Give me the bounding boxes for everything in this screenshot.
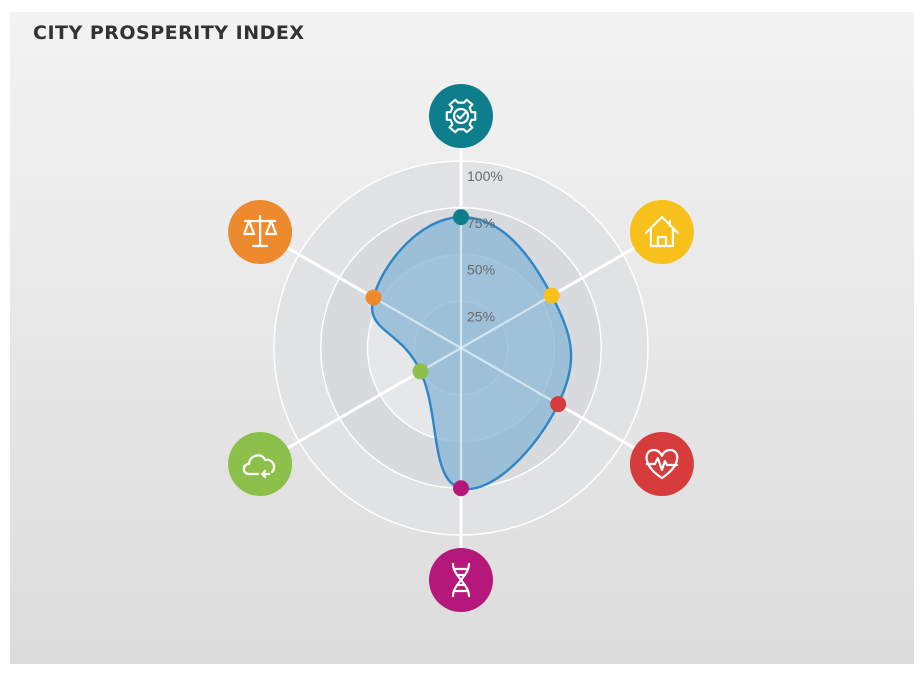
axis-spoke-inner <box>373 296 462 349</box>
cloud-icon <box>228 432 293 496</box>
chart-title: CITY PROSPERITY INDEX <box>33 22 305 44</box>
house-icon <box>629 200 694 264</box>
icon-badge <box>629 200 694 264</box>
data-point-gear-check <box>453 209 469 226</box>
gear-check-icon <box>429 84 493 148</box>
heart-pulse-icon <box>629 432 694 496</box>
axis-spoke-inner <box>460 294 553 349</box>
tick-label-75: 75% <box>467 215 495 231</box>
radar-tick-labels: 25% 50% 75% 100% <box>467 168 503 324</box>
radar-axis-icons <box>228 84 694 612</box>
radar-points <box>365 209 567 497</box>
data-point-dna <box>453 480 469 497</box>
tick-label-50: 50% <box>467 262 495 278</box>
icon-badge <box>629 432 694 496</box>
dna-icon <box>429 548 493 612</box>
icon-badge <box>228 432 293 496</box>
tick-label-100: 100% <box>467 168 503 184</box>
data-point-heart-pulse <box>550 396 567 413</box>
data-point-scales <box>365 289 382 306</box>
tick-label-25: 25% <box>467 308 495 324</box>
scales-icon <box>228 200 293 264</box>
axis-spoke-inner <box>460 347 559 405</box>
data-point-cloud <box>412 363 429 380</box>
data-point-house <box>543 287 560 304</box>
